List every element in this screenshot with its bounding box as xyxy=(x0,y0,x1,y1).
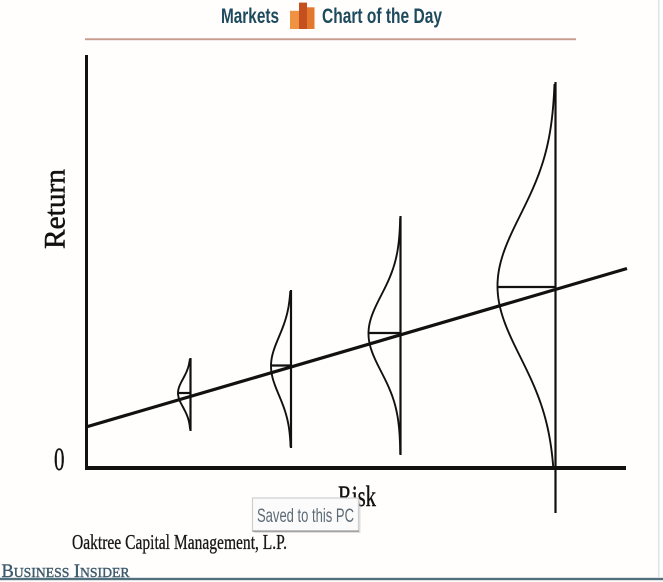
svg-text:Chart of the Day: Chart of the Day xyxy=(322,5,442,28)
svg-text:Markets: Markets xyxy=(221,5,279,28)
svg-text:BUSINESS INSIDER: BUSINESS INSIDER xyxy=(2,561,131,582)
svg-text:0: 0 xyxy=(54,442,65,478)
svg-text:Return: Return xyxy=(39,169,72,249)
svg-text:Saved to this PC: Saved to this PC xyxy=(257,506,354,527)
svg-text:Oaktree Capital Management, L.: Oaktree Capital Management, L.P. xyxy=(72,530,287,554)
